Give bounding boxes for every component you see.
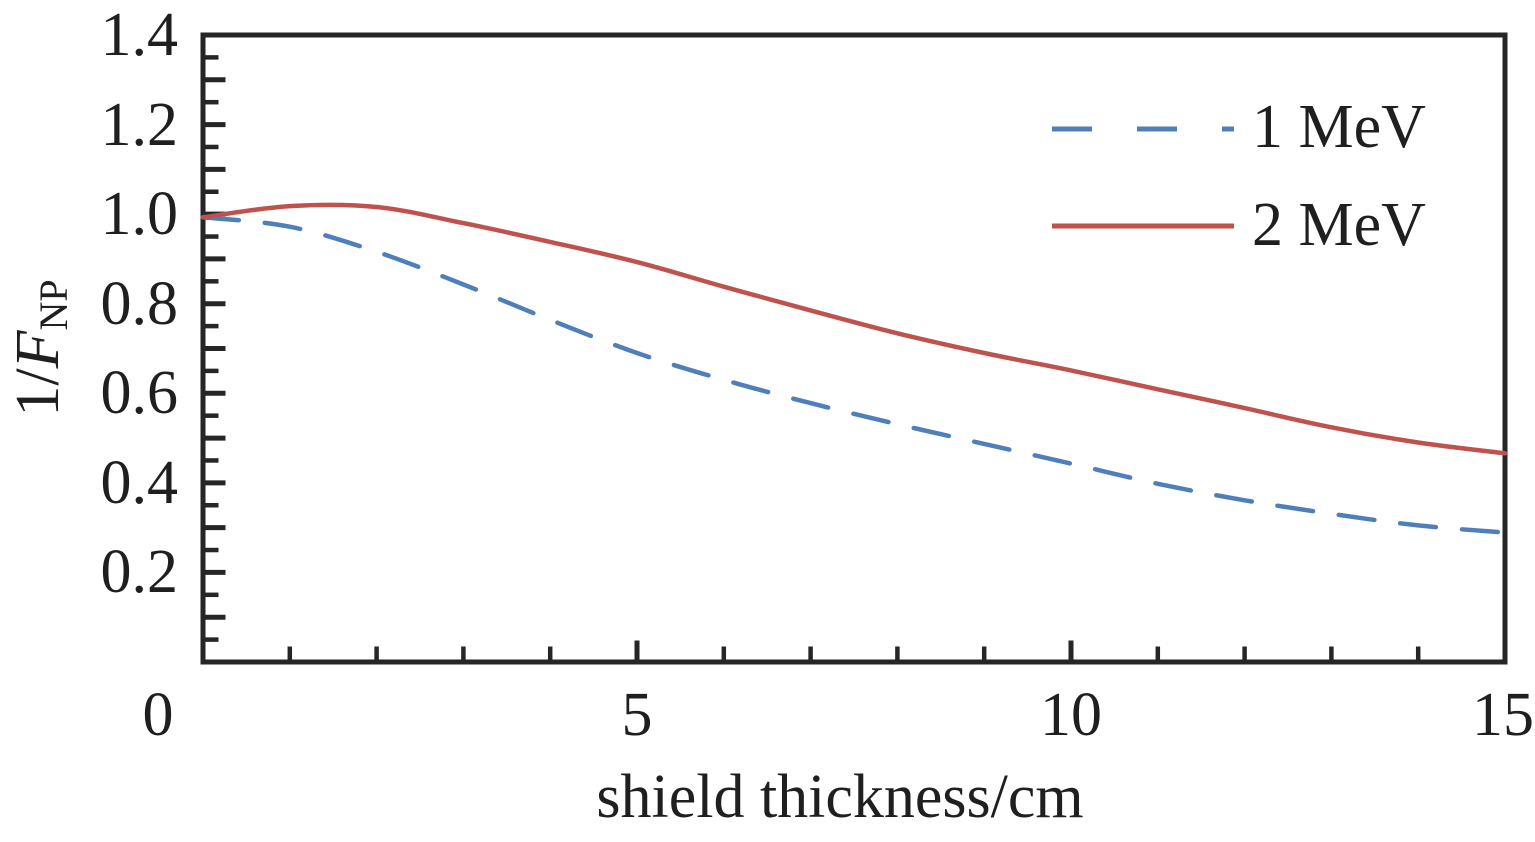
y-tick-label: 0.8: [100, 270, 179, 338]
plot-border: [200, 32, 1508, 665]
x-tick-label: 15: [1472, 681, 1534, 749]
x-tick-label: 0: [142, 681, 174, 749]
y-tick-label: 0.6: [100, 359, 179, 427]
series-line-2-mev: [200, 202, 1508, 456]
y-axis-title-prefix: 1/: [4, 368, 72, 417]
x-axis-title: shield thickness/cm: [596, 763, 1084, 831]
series-line-1-mev: [200, 215, 1508, 535]
y-tick-label: 0.4: [100, 449, 179, 517]
legend-label-2mev: 2 MeV: [1252, 191, 1426, 259]
y-axis-title-subscript: NP: [30, 279, 76, 331]
y-axis-title: 1/FNP: [4, 279, 76, 417]
y-tick-label: 1.2: [100, 91, 179, 159]
y-tick-label: 0.2: [100, 538, 179, 606]
legend-label-1mev: 1 MeV: [1252, 93, 1426, 161]
x-tick-label: 10: [1040, 681, 1102, 749]
y-tick-label: 1.4: [100, 1, 179, 69]
x-tick-label: 5: [621, 681, 653, 749]
y-tick-label: 1.0: [100, 180, 179, 248]
y-axis-title-symbol: F: [4, 330, 72, 369]
